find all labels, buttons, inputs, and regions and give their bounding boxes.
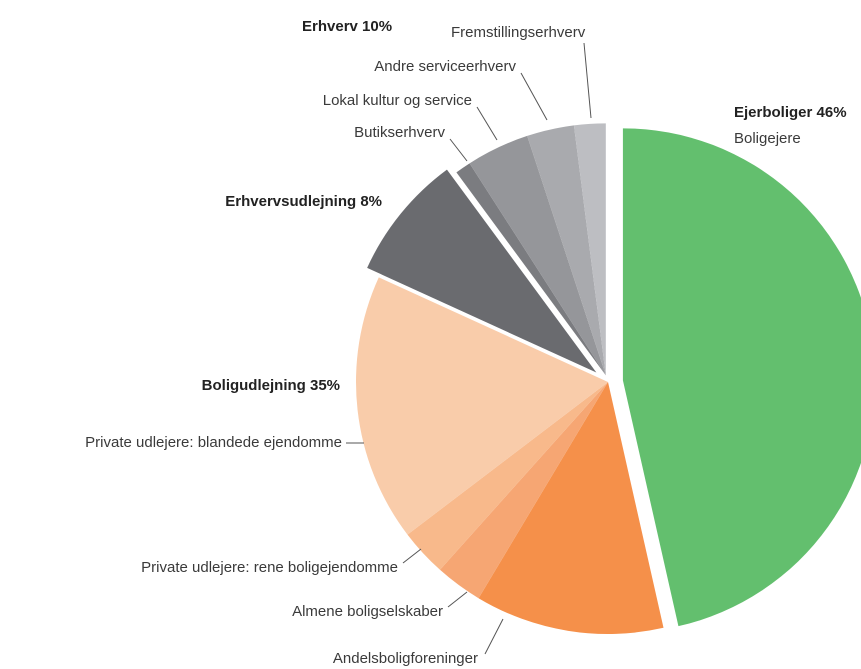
pie-slice [573, 123, 606, 376]
slice-label: Private udlejere: blandede ejendomme [85, 434, 342, 451]
group-label: Erhverv 10% [302, 18, 392, 35]
pie-slice [478, 382, 664, 634]
pie-slice [407, 382, 608, 570]
slice-label: Boligejere [734, 130, 801, 147]
leader-line [476, 106, 498, 141]
slice-label: Lokal kultur og service [323, 92, 472, 109]
leader-line [583, 42, 592, 119]
pie-slice [622, 128, 861, 627]
group-label: Erhvervsudlejning 8% [225, 193, 382, 210]
slice-label: Almene boligselskaber [292, 603, 443, 620]
slice-label: Butikserhverv [354, 124, 445, 141]
group-label: Ejerboliger 46% [734, 104, 847, 121]
slice-label: Andelsboligforeninger [333, 650, 478, 667]
pie-slice [439, 382, 608, 599]
pie-slice [469, 135, 606, 376]
leader-line [484, 618, 504, 655]
leader-line [447, 591, 468, 608]
group-label: Boligudlejning 35% [202, 377, 340, 394]
slice-label: Fremstillingserhverv [451, 24, 586, 41]
slice-label: Private udlejere: rene boligejendomme [141, 559, 398, 576]
slice-label: Andre serviceerhverv [374, 58, 516, 75]
pie-slice [527, 125, 606, 376]
leader-line [520, 72, 548, 121]
pie-slice [356, 277, 608, 535]
leader-line [449, 138, 468, 162]
leader-line [402, 548, 422, 564]
pie-slice [367, 169, 597, 373]
pie-slice [456, 163, 606, 376]
